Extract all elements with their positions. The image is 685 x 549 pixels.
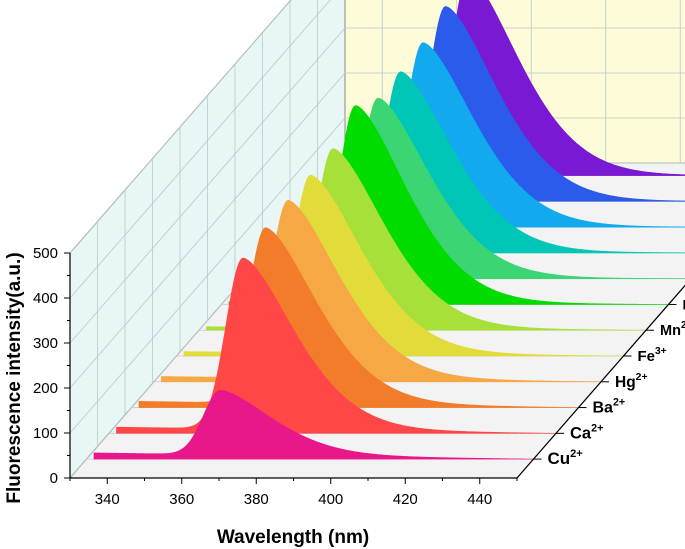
series-label-fe: Fe3+ (638, 346, 667, 365)
y-tick-label: 100 (33, 425, 58, 442)
x-tick-label: 380 (244, 491, 269, 508)
y-tick-label: 300 (33, 335, 58, 352)
y-axis-label: Fluorescence intensity(a.u.) (4, 252, 25, 503)
x-tick-label: 360 (169, 491, 194, 508)
series-area-cu (93, 390, 534, 460)
series-label-cu: Cu2+ (548, 448, 583, 468)
series-label-mn: Mn2+ (660, 320, 685, 339)
grid-line-y (69, 0, 292, 254)
y-tick-label: 400 (33, 290, 58, 307)
grid-line-y (69, 0, 331, 299)
axes-layer: 340 360 380 400 420 440 0 100 200 300 400 500 (33, 245, 685, 508)
x-tick-label: 340 (95, 491, 120, 508)
series-label-ca: Ca2+ (570, 422, 603, 442)
series-label-hg: Hg2+ (615, 372, 648, 391)
y-tick-label: 500 (33, 245, 58, 262)
grid-line-y (69, 72, 685, 389)
x-tick-label: 440 (467, 491, 492, 508)
series-label-na: Na+ (683, 294, 685, 312)
y-tick-label: 0 (50, 470, 58, 487)
x-axis-label: Wavelength (nm) (217, 527, 369, 548)
series-label-ba: Ba2+ (593, 397, 626, 417)
series-area-ca (116, 257, 557, 434)
x-tick-label: 420 (393, 491, 418, 508)
y-tick-label: 200 (33, 380, 58, 397)
series-layer: Pb2+Zn2+Cd2+Co2+Mg2+Na+Mn2+Fe3+Hg2+Ba2+C… (93, 0, 685, 468)
x-tick-label: 400 (318, 491, 343, 508)
grid-line-y (69, 117, 685, 434)
grid-line-y (69, 27, 685, 344)
depth-axis (516, 284, 685, 479)
